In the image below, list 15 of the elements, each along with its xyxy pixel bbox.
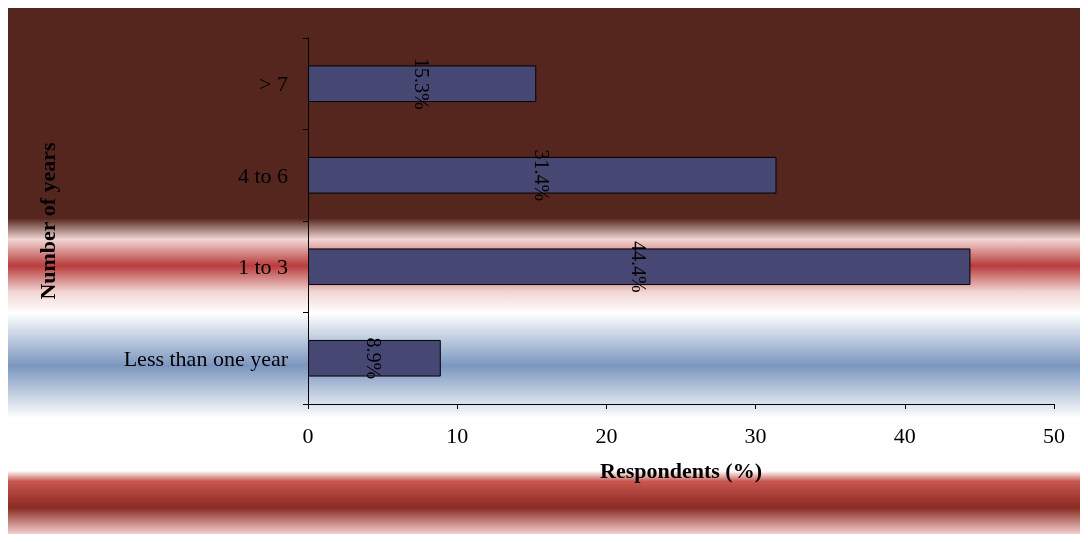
x-tick-label: 40	[893, 422, 916, 448]
y-axis-title: Number of years	[34, 141, 60, 300]
data-label: 15.3%	[411, 57, 434, 110]
x-tick-label: 50	[1043, 422, 1065, 448]
data-label: 44.4%	[628, 240, 651, 293]
y-tick-label: Less than one year	[123, 345, 289, 371]
y-tick-label: > 7	[259, 71, 288, 97]
x-tick-label: 10	[446, 422, 469, 448]
x-axis-title: Respondents (%)	[600, 457, 762, 483]
x-tick-label: 0	[302, 422, 314, 448]
y-tick-label: 1 to 3	[237, 254, 288, 280]
x-tick-label: 20	[595, 422, 618, 448]
y-tick-label: 4 to 6	[237, 162, 288, 188]
x-tick-label: 30	[744, 422, 767, 448]
data-label: 8.9%	[363, 337, 386, 380]
